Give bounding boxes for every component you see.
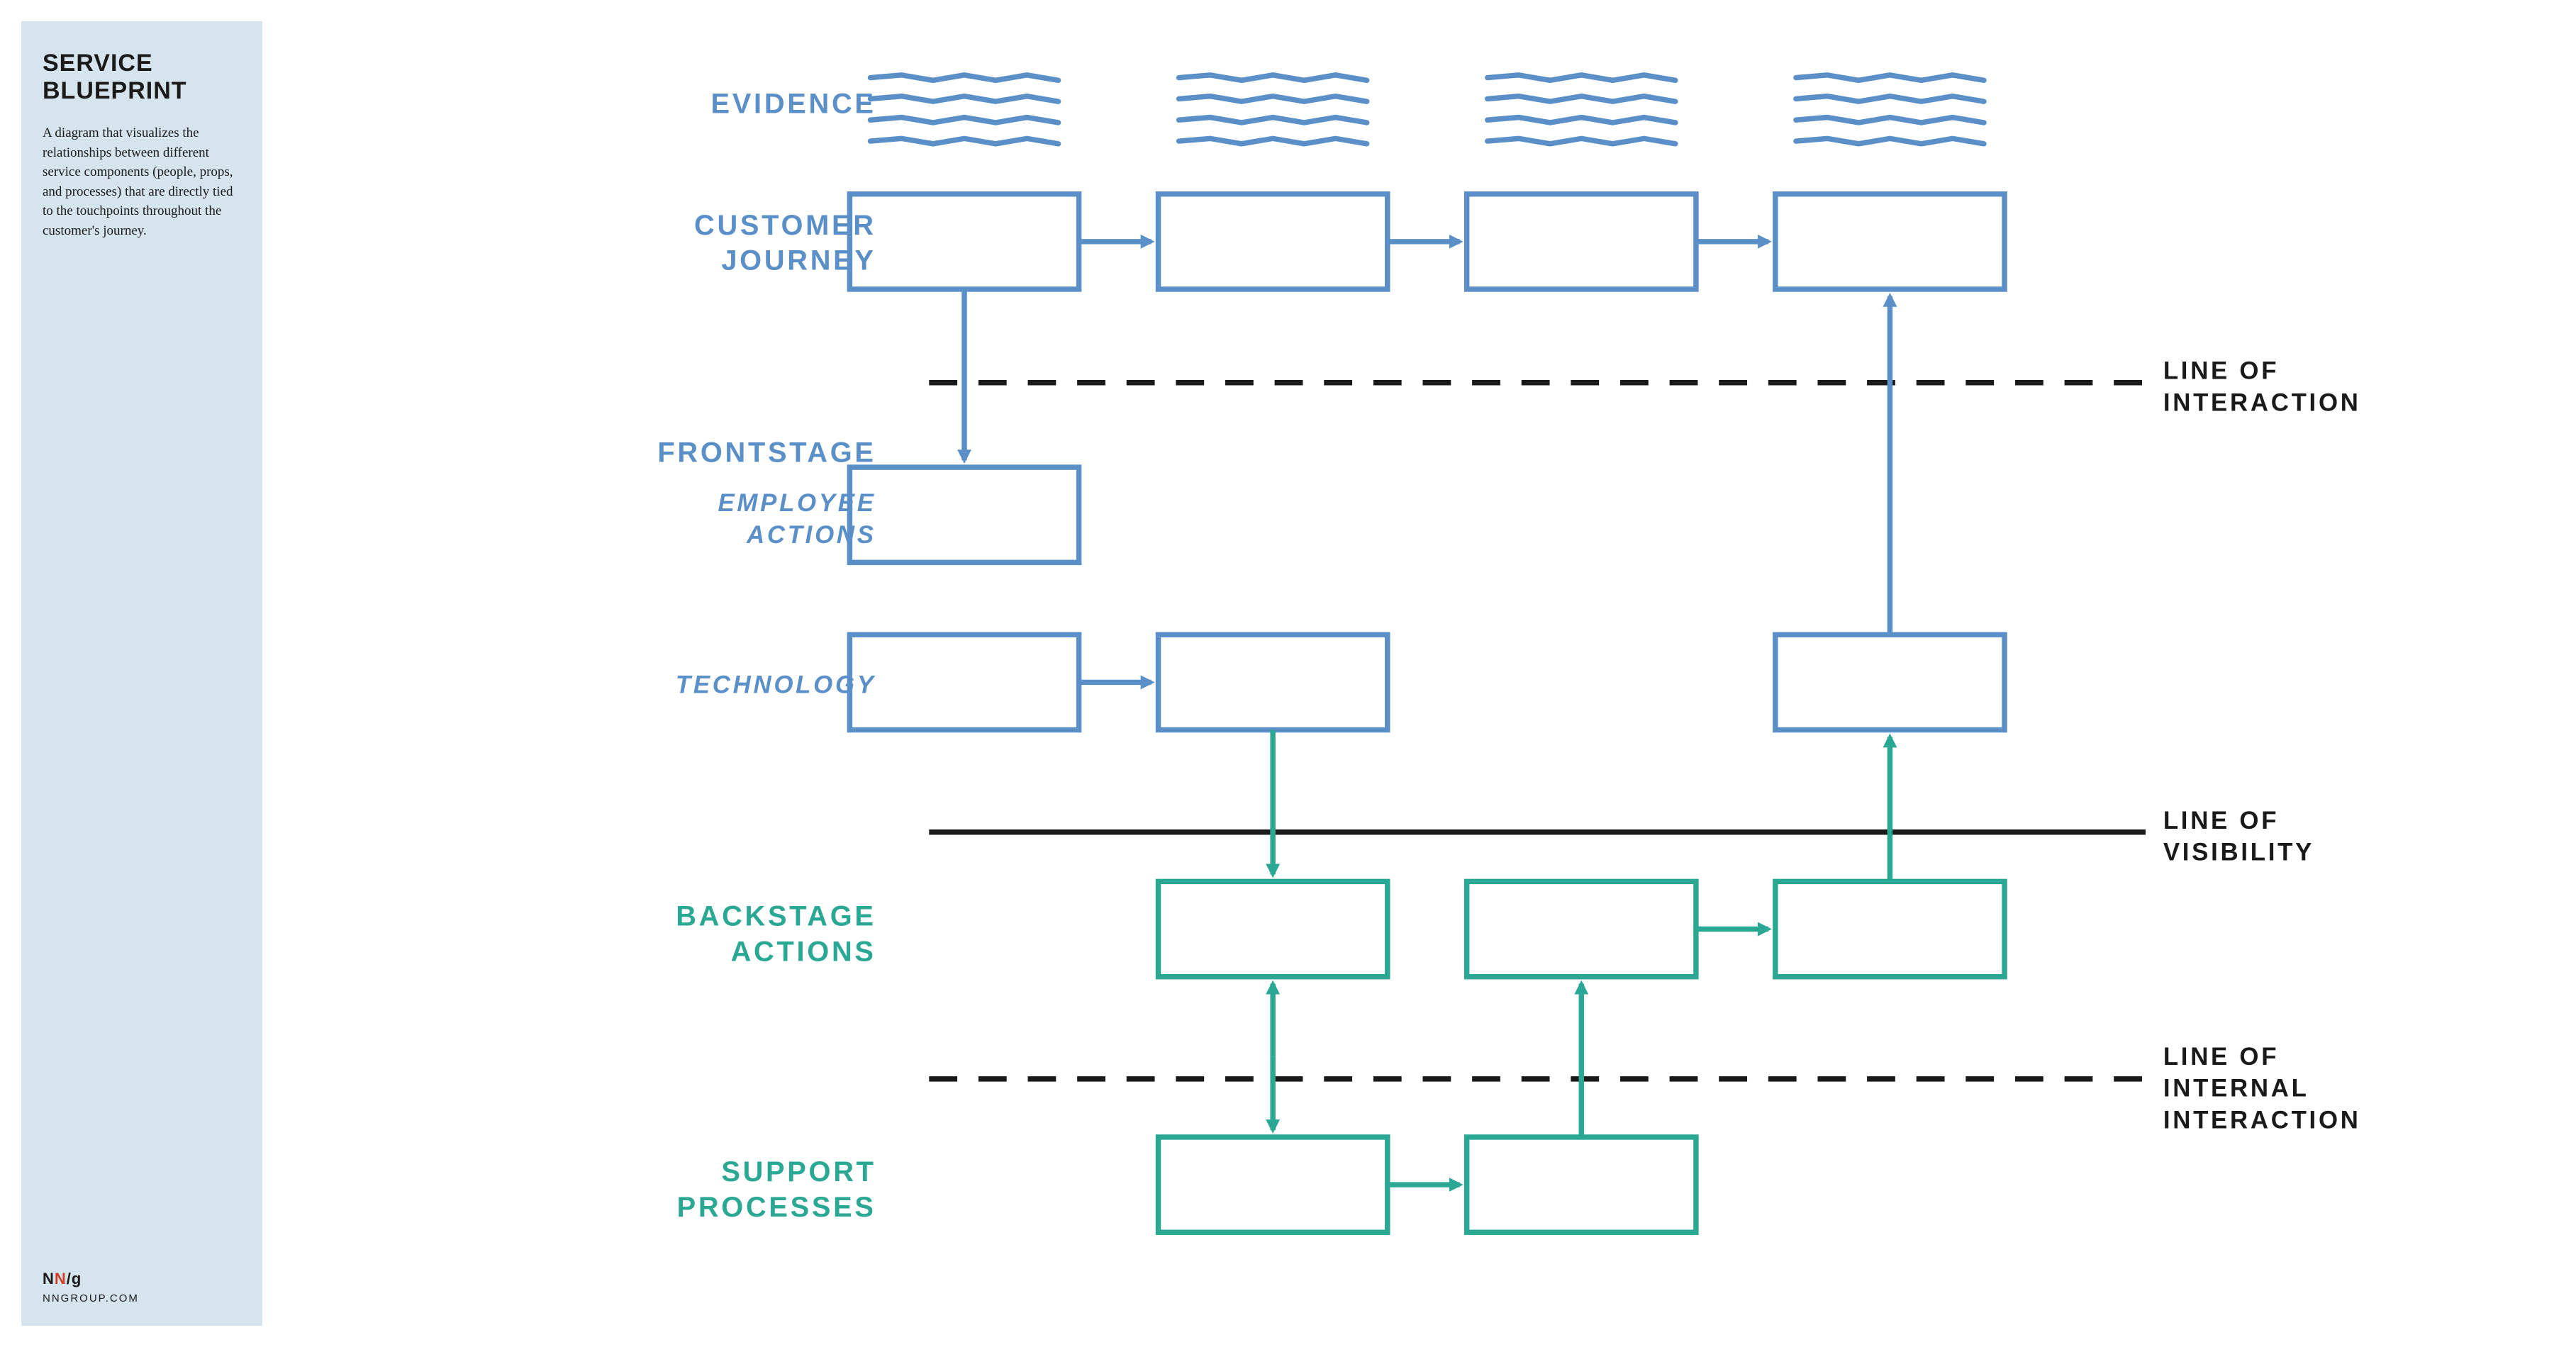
evidence-glyph-line	[1796, 96, 1984, 101]
evidence-glyph-line	[1488, 96, 1675, 101]
evidence-glyph-line	[1179, 138, 1367, 143]
row-label: EVIDENCE	[711, 88, 876, 119]
box-cj-2	[1159, 194, 1388, 289]
evidence-glyph-line	[1179, 75, 1367, 80]
service-blueprint-diagram: EVIDENCE CUSTOMER JOURNEY FRONTSTAGE EMPLOYE…	[291, 21, 2555, 1326]
evidence-glyph-line	[1488, 75, 1675, 80]
logo-slash-g: /g	[67, 1270, 82, 1287]
evidence-glyph-line	[870, 118, 1058, 123]
line-label: INTERACTION	[2163, 389, 2361, 417]
evidence-glyph-line	[1796, 75, 1984, 80]
line-label: LINE OF	[2163, 807, 2279, 834]
row-sublabel: EMPLOYEE	[718, 489, 876, 517]
box-tech-2	[1159, 635, 1388, 730]
box-tech-4	[1775, 635, 2005, 730]
evidence-glyph-line	[1488, 138, 1675, 143]
evidence-glyph-line	[870, 138, 1058, 143]
evidence-glyph-line	[1179, 96, 1367, 101]
box-bs-3	[1467, 881, 1696, 976]
box-sp-2	[1159, 1137, 1388, 1232]
row-label: PROCESSES	[677, 1192, 876, 1223]
evidence-glyph-line	[870, 75, 1058, 80]
logo-n2: N	[55, 1270, 67, 1287]
box-bs-4	[1775, 881, 2005, 976]
line-label: INTERNAL	[2163, 1075, 2309, 1102]
spacer	[43, 240, 241, 1270]
row-label: BACKSTAGE	[676, 901, 876, 932]
line-label: LINE OF	[2163, 357, 2279, 385]
diagram-container: EVIDENCE CUSTOMER JOURNEY FRONTSTAGE EMPLOYE…	[262, 21, 2555, 1326]
box-tech-1	[849, 635, 1078, 730]
box-cj-1	[849, 194, 1078, 289]
row-sublabel: ACTIONS	[746, 521, 876, 549]
row-label: CUSTOMER	[694, 210, 876, 241]
evidence-glyph-line	[1796, 138, 1984, 143]
sidebar: SERVICE BLUEPRINT A diagram that visuali…	[21, 21, 262, 1326]
row-sublabel: TECHNOLOGY	[676, 671, 876, 698]
line-label: LINE OF	[2163, 1043, 2279, 1071]
line-label: VISIBILITY	[2163, 839, 2314, 866]
line-label: INTERACTION	[2163, 1107, 2361, 1134]
box-cj-4	[1775, 194, 2005, 289]
row-label: ACTIONS	[731, 936, 876, 967]
evidence-glyph-line	[1179, 118, 1367, 123]
box-sp-3	[1467, 1137, 1696, 1232]
url: NNGROUP.COM	[43, 1292, 241, 1304]
row-label: JOURNEY	[721, 245, 876, 276]
box-emp-1	[849, 467, 1078, 562]
logo-n1: N	[43, 1270, 55, 1287]
evidence-glyph-line	[1796, 118, 1984, 123]
box-bs-2	[1159, 881, 1388, 976]
row-label: FRONTSTAGE	[657, 437, 876, 469]
evidence-glyph-line	[870, 96, 1058, 101]
evidence-glyph-line	[1488, 118, 1675, 123]
title: SERVICE BLUEPRINT	[43, 50, 241, 105]
description: A diagram that visualizes the relationsh…	[43, 123, 241, 240]
box-cj-3	[1467, 194, 1696, 289]
row-label: SUPPORT	[721, 1156, 876, 1187]
logo: NN/g	[43, 1270, 241, 1288]
